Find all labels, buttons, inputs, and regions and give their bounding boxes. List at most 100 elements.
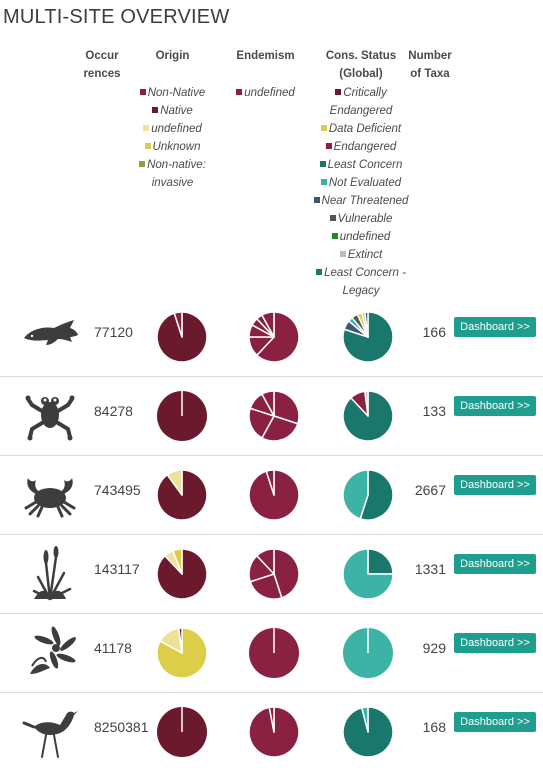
legend-swatch (152, 106, 159, 113)
origin-pie-chart (156, 548, 208, 600)
legend-swatch (139, 88, 146, 95)
origin-pie-chart-svg (157, 707, 207, 757)
origin-legend-item: undefined (130, 120, 215, 138)
origin-legend-item: Non-native: invasive (130, 156, 215, 192)
origin-legend: Non-Native Native undefined Unknown Non-nati… (130, 84, 215, 192)
pie-slice (156, 627, 208, 679)
cons-status-pie-chart-svg (342, 469, 394, 521)
legend-label: Data Deficient (328, 123, 402, 135)
origin-pie-chart (156, 706, 208, 758)
cons-status-legend-item: Extinct (312, 246, 410, 264)
cons-status-legend-item: Vulnerable (312, 210, 410, 228)
legend-swatch (335, 88, 342, 95)
row-divider (0, 534, 543, 535)
header-cons-status: Cons. Status (Global) (316, 47, 406, 83)
pie-slice (256, 548, 275, 575)
dashboard-button[interactable]: Dashboard >> (454, 554, 536, 574)
endemism-pie-chart-svg (248, 311, 300, 363)
pie-slice (268, 706, 275, 733)
pie-slice (178, 627, 183, 654)
pie-slice (364, 390, 369, 417)
legend-swatch (320, 178, 327, 185)
endemism-pie-chart-svg (249, 628, 299, 678)
site-row: 8250381 168 Dashboard >> (0, 693, 543, 772)
header-occurrences-line1: Occur (85, 50, 119, 62)
cons-status-pie-chart (342, 627, 394, 679)
legend-swatch (339, 250, 346, 257)
occurrences-value: 41178 (94, 640, 132, 656)
dashboard-button[interactable]: Dashboard >> (454, 396, 536, 416)
legend-label: Extinct (347, 249, 383, 261)
stilt-bird-icon (20, 701, 80, 761)
legend-swatch (329, 214, 336, 221)
origin-legend-item: Unknown (130, 138, 215, 156)
pie-slice (256, 311, 300, 363)
cons-status-legend-item: Not Evaluated (312, 174, 410, 192)
legend-label: Non-native: invasive (147, 159, 206, 189)
legend-label: Not Evaluated (328, 177, 402, 189)
endemism-pie-chart (248, 548, 300, 600)
legend-swatch (139, 160, 146, 167)
dashboard-button[interactable]: Dashboard >> (454, 633, 536, 653)
pie-slice (342, 311, 394, 363)
origin-pie-chart-svg (157, 391, 207, 441)
cons-status-pie-chart-svg (342, 548, 394, 600)
legend-swatch (320, 124, 327, 131)
dashboard-button[interactable]: Dashboard >> (454, 712, 536, 732)
endemism-pie-chart (248, 469, 300, 521)
origin-pie-chart (156, 469, 208, 521)
site-row: 143117 1331 Dashboard >> (0, 535, 543, 614)
site-row: 41178 929 Dashboard >> (0, 614, 543, 693)
crab-icon (20, 464, 80, 524)
page-title: MULTI-SITE OVERVIEW (3, 6, 230, 28)
origin-pie-chart (156, 390, 208, 442)
dashboard-button[interactable]: Dashboard >> (454, 317, 536, 337)
legend-swatch (316, 268, 323, 275)
legend-label: Least Concern (327, 159, 403, 171)
reed-plant-icon (20, 543, 80, 603)
number-of-taxa-value: 929 (422, 640, 446, 656)
legend-label: Least Concern - Legacy (324, 267, 406, 297)
legend-swatch (331, 232, 338, 239)
cons-status-pie-chart (342, 390, 394, 442)
dashboard-button[interactable]: Dashboard >> (454, 475, 536, 495)
endemism-pie-chart (248, 627, 300, 679)
origin-legend-item: Non-Native (130, 84, 215, 102)
cons-status-pie-chart-svg (342, 706, 394, 758)
site-row: 77120 166 Dashboard >> (0, 298, 543, 377)
row-divider (0, 613, 543, 614)
occurrences-value: 84278 (94, 403, 133, 419)
pie-slice (342, 469, 369, 520)
cons-status-legend-item: Endangered (312, 138, 410, 156)
endemism-legend-item: undefined (233, 84, 298, 102)
number-of-taxa-value: 168 (422, 719, 446, 735)
cons-status-pie-chart-svg (343, 628, 393, 678)
pie-slice (364, 311, 369, 338)
site-row: 84278 133 Dashboard >> (0, 377, 543, 456)
cons-status-pie-chart (342, 706, 394, 758)
legend-swatch (143, 124, 150, 131)
legend-label: Endangered (333, 141, 397, 153)
legend-label: undefined (151, 123, 202, 135)
endemism-pie-chart-svg (248, 390, 300, 442)
cons-status-legend-item: Least Concern (312, 156, 410, 174)
frog-icon (20, 385, 80, 445)
row-divider (0, 692, 543, 693)
endemism-legend: undefined (233, 84, 298, 102)
header-occurrences-line2: rences (83, 68, 121, 80)
pie-slice (273, 548, 300, 599)
legend-swatch (144, 142, 151, 149)
legend-label: Critically Endangered (329, 87, 393, 117)
legend-swatch (319, 160, 326, 167)
pie-slice (261, 311, 275, 338)
endemism-pie-chart-svg (248, 469, 300, 521)
endemism-pie-chart (248, 390, 300, 442)
header-cons-status-line1: Cons. Status (325, 50, 397, 62)
header-taxa-line2: of Taxa (410, 68, 450, 80)
pie-slice (361, 706, 369, 733)
endemism-pie-chart-svg (248, 706, 300, 758)
endemism-pie-chart-svg (248, 548, 300, 600)
pie-slice (249, 573, 283, 600)
header-taxa-line1: Number (408, 50, 452, 62)
cons-status-legend-item: Critically Endangered (312, 84, 410, 120)
